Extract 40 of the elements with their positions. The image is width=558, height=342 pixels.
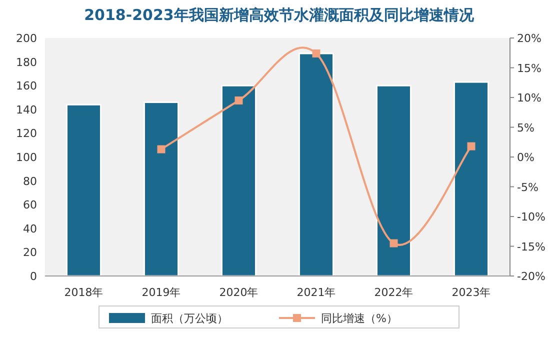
legend-label: 同比增速（%）	[321, 312, 398, 325]
y2-tick-label: -5%	[517, 180, 538, 194]
y-tick-label: 200	[16, 32, 37, 45]
bar	[298, 52, 334, 277]
point	[157, 145, 166, 154]
chart-title: 2018-2023年我国新增高效节水灌溉面积及同比增速情况	[84, 6, 475, 24]
bar	[454, 81, 489, 277]
y2-tick-label: 10%	[517, 92, 542, 104]
bar	[376, 84, 412, 277]
legend-label: 面积（万公顷）	[151, 312, 228, 325]
y-tick-label: 160	[16, 80, 37, 93]
x-tick-label: 2020年	[219, 286, 258, 299]
y-tick-label: 180	[16, 56, 37, 69]
x-tick-label: 2018年	[64, 286, 104, 299]
y2-tick-label: -20%	[517, 270, 546, 283]
y-tick-label: 0	[30, 270, 37, 283]
x-tick-label: 2022年	[374, 286, 414, 299]
y-tick-label: 80	[23, 174, 37, 188]
point	[312, 49, 320, 58]
x-tick-label: 2019年	[142, 286, 181, 299]
bar	[144, 102, 179, 277]
y-tick-label: 100	[16, 151, 37, 164]
y-tick-label: 40	[23, 222, 37, 236]
x-tick-label: 2023年	[452, 286, 491, 299]
point	[467, 142, 476, 150]
x-tick-label: 2021年	[296, 286, 336, 299]
y-tick-label: 140	[16, 103, 37, 116]
y2-tick-label: 5%	[517, 121, 534, 134]
y2-tick-label: 15%	[517, 62, 542, 75]
y-tick-label: 120	[16, 127, 37, 140]
y2-tick-label: 0%	[517, 151, 534, 164]
y-tick-label: 60	[23, 198, 37, 212]
bar	[221, 84, 256, 277]
point	[234, 96, 243, 104]
bar	[66, 104, 102, 277]
y2-tick-label: -10%	[517, 210, 546, 224]
y-tick-label: 20	[23, 246, 37, 260]
point	[390, 239, 398, 248]
y2-tick-label: 20%	[517, 32, 542, 45]
y2-tick-label: -15%	[517, 240, 546, 254]
